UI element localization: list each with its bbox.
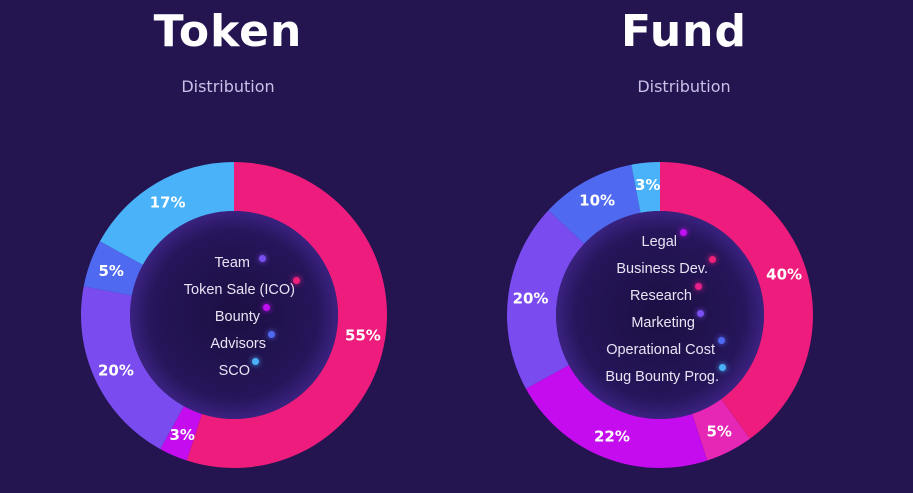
- legend-dot: [259, 255, 266, 262]
- legend-item-business-dev: Business Dev.: [548, 256, 748, 281]
- donut-slice: [525, 365, 708, 469]
- legend-item-operational-cost: Operational Cost: [548, 337, 748, 362]
- slice-percent-label: 20%: [98, 362, 134, 380]
- slice-percent-label: 20%: [513, 290, 549, 308]
- legend-label: Marketing: [631, 315, 695, 331]
- token-donut-chart: 55% 3% 20% 5% 17%: [81, 162, 387, 468]
- donut-slice: [660, 162, 813, 439]
- legend-label: Team: [214, 255, 250, 271]
- legend-item-bug-bounty: Bug Bounty Prog.: [548, 364, 748, 389]
- legend-dot: [718, 337, 725, 344]
- legend-item-research: Research: [548, 283, 748, 308]
- donut-slice: [99, 162, 234, 265]
- token-title: Token: [153, 6, 303, 57]
- legend-item-team: Team: [170, 255, 370, 275]
- fund-panel: Fund Distribution 40% 5% 22% 20% 10% 3% Legal…: [456, 0, 912, 493]
- legend-label: SCO: [218, 363, 250, 379]
- slice-percent-label: 40%: [766, 266, 802, 284]
- slice-percent-label: 22%: [594, 427, 630, 445]
- slice-percent-label: 3%: [169, 426, 194, 444]
- fund-donut-chart: 40% 5% 22% 20% 10% 3%: [507, 162, 813, 469]
- slice-percent-label: 5%: [98, 262, 123, 280]
- donut-slice: [631, 162, 660, 213]
- donut-slice: [548, 164, 641, 244]
- legend-dot: [680, 229, 687, 236]
- slice-percent-label: 3%: [635, 176, 660, 194]
- donut-hole: [130, 211, 338, 419]
- legend-label: Legal: [641, 234, 677, 250]
- legend-dot: [709, 256, 716, 263]
- donut-hole: [556, 211, 764, 419]
- token-panel: Token Distribution 55% 3% 20% 5% 17% Team To…: [0, 0, 456, 493]
- legend-label: Token Sale (ICO): [183, 282, 295, 298]
- legend-item-bounty: Bounty: [170, 304, 370, 329]
- donut-slice: [160, 406, 202, 461]
- slice-percent-label: 55%: [345, 326, 381, 344]
- legend-dot: [293, 277, 300, 284]
- donut-slice: [186, 162, 387, 468]
- legend-label: Business Dev.: [616, 261, 708, 277]
- donut-slice: [692, 399, 750, 461]
- legend-dot: [695, 283, 702, 290]
- legend-label: Advisors: [210, 336, 266, 352]
- slice-percent-label: 10%: [579, 192, 615, 210]
- legend-dot: [268, 331, 275, 338]
- legend-dot: [263, 304, 270, 311]
- legend-label: Research: [629, 288, 692, 304]
- legend-dot: [719, 364, 726, 371]
- donut-slice: [81, 286, 184, 450]
- slice-percent-label: 5%: [707, 422, 732, 440]
- donut-slice: [507, 210, 585, 389]
- legend-dot: [697, 310, 704, 317]
- legend-dot: [252, 358, 259, 365]
- legend-label: Operational Cost: [606, 342, 715, 358]
- donut-slice: [83, 241, 143, 296]
- slice-percent-label: 17%: [150, 194, 186, 212]
- fund-legend: Legal Business Dev. Research Marketing O…: [548, 229, 748, 394]
- legend-item-advisors: Advisors: [170, 331, 370, 356]
- fund-subtitle: Distribution: [637, 77, 731, 96]
- legend-label: Bounty: [214, 309, 260, 325]
- token-legend: Team Token Sale (ICO) Bounty Advisors SC…: [170, 255, 370, 385]
- legend-item-marketing: Marketing: [548, 310, 748, 335]
- fund-title: Fund: [620, 6, 747, 57]
- legend-item-token-sale: Token Sale (ICO): [170, 277, 370, 302]
- token-subtitle: Distribution: [181, 77, 275, 96]
- legend-item-sco: SCO: [170, 358, 370, 383]
- legend-label: Bug Bounty Prog.: [605, 369, 719, 385]
- legend-item-legal: Legal: [548, 229, 748, 254]
